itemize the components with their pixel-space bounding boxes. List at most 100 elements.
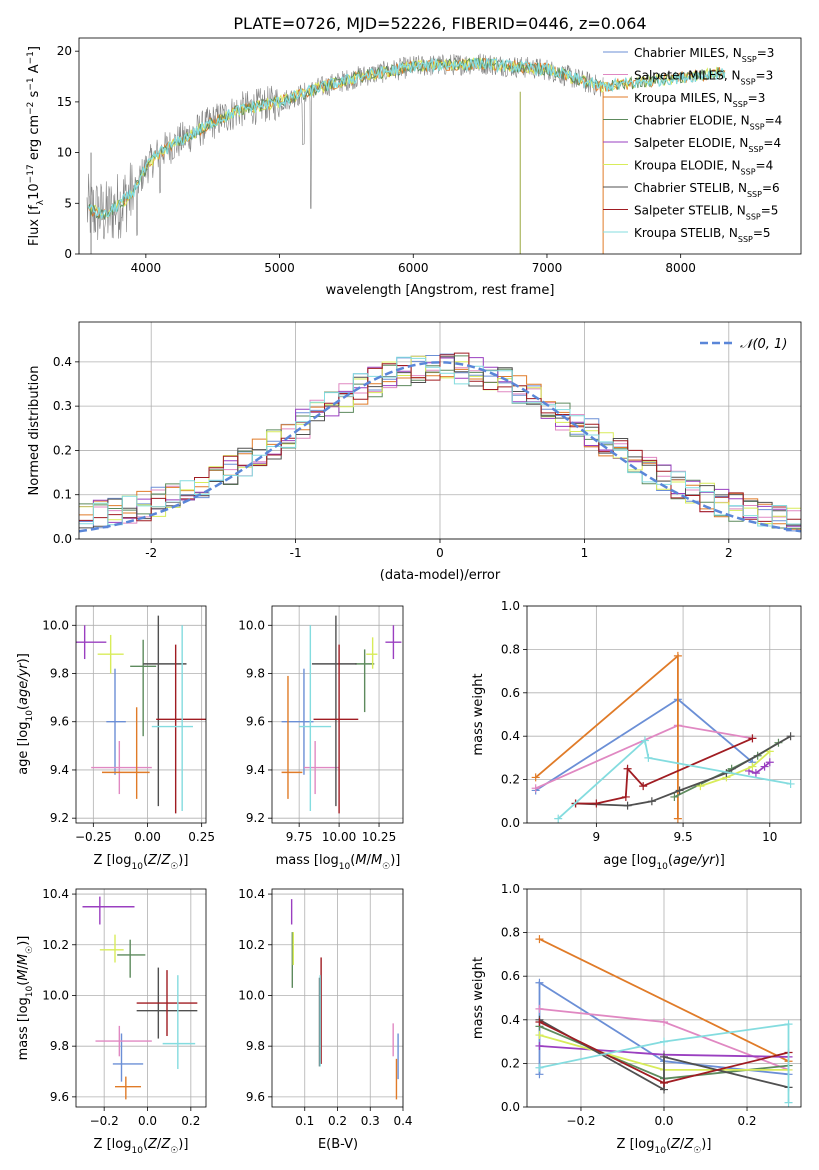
weight-marker	[623, 764, 632, 773]
weight-marker	[751, 769, 760, 778]
label-part: (	[16, 705, 31, 710]
label-part: )]	[390, 853, 400, 868]
x-tick-label: −0.2	[90, 1114, 119, 1128]
x-axis-label: (data-model)/error	[380, 568, 501, 583]
spectrum-axes: 4000 5000 6000 7000 8000 0 5 10 15 20 wavelength […	[26, 37, 802, 298]
label-part: /	[157, 1137, 162, 1152]
label-part: 10	[131, 1146, 143, 1156]
weight-marker	[765, 758, 774, 767]
x-tick-label: 0.2	[328, 1114, 347, 1128]
axis-label-mass: mass [log10(M/M☉)]	[276, 853, 401, 872]
axis-label-age: age [log10(age/yr)]	[603, 853, 725, 872]
label-part: −17	[26, 164, 36, 183]
weight-marker	[784, 1020, 793, 1029]
weight-marker	[535, 1063, 544, 1072]
legend-label: Salpeter ELODIE, NSSP=4	[634, 136, 781, 154]
label-part: 10	[131, 862, 143, 872]
label-part: ☉	[170, 862, 178, 872]
weight-marker	[748, 734, 757, 743]
legend-label-sub: SSP	[747, 190, 762, 199]
legend-label: Chabrier ELODIE, NSSP=4	[634, 114, 782, 132]
label-part: /	[367, 853, 372, 868]
legend-label-main: Kroupa STELIB, N	[634, 226, 738, 240]
axis-label-age: age [log10(age/yr)]	[16, 653, 35, 775]
weight-marker	[554, 814, 563, 823]
label-part: (	[668, 853, 673, 868]
legend-label-sub: SSP	[733, 100, 748, 109]
y-tick-label: 5	[64, 196, 72, 210]
weight-marker	[660, 1079, 668, 1088]
x-axis-label: Z [log10(Z/Z☉)]	[617, 1137, 712, 1156]
x-tick-label: 0.0	[138, 1114, 157, 1128]
legend-label-n: =3	[756, 69, 774, 83]
weight-marker	[784, 1098, 793, 1107]
label-part: 10	[339, 862, 351, 872]
y-tick-label: 10.0	[42, 988, 69, 1002]
label-part: mass [log	[276, 853, 339, 868]
y-tick-label: 10.2	[42, 938, 69, 952]
y-tick-label: 10.4	[42, 887, 69, 901]
gaussian-curve	[79, 361, 801, 533]
x-tick-label: −0.2	[566, 1114, 595, 1128]
weight-marker	[623, 801, 632, 810]
x-axis-label: Z [log10(Z/Z☉)]	[94, 853, 189, 872]
y-tick-label: 9.8	[50, 667, 69, 681]
legend-label-main: Chabrier ELODIE, N	[634, 114, 750, 128]
label-part: 10	[25, 985, 35, 997]
y-tick-label: 0.8	[501, 642, 520, 656]
label-part: (	[666, 1137, 671, 1152]
plot-area	[76, 615, 206, 814]
weight-marker	[644, 753, 653, 762]
x-tick-label: 0.0	[654, 1114, 673, 1128]
x-tick-label: 10.25	[362, 830, 396, 844]
label-part: /	[157, 853, 162, 868]
legend-label-sub: SSP	[741, 77, 756, 86]
axes-frame	[78, 37, 802, 255]
x-axis-label: E(B-V)	[318, 1137, 358, 1152]
plot-area	[281, 615, 402, 814]
x-tick-label: −0.25	[75, 830, 112, 844]
x-tick-label: 0.2	[181, 1114, 200, 1128]
label-part: Z	[147, 1137, 158, 1152]
label-part: (	[143, 1137, 148, 1152]
x-tick-label: -1	[290, 546, 302, 560]
y-tick-label: 10.4	[238, 887, 265, 901]
legend-label-n: =3	[757, 46, 775, 60]
legend-label: Kroupa STELIB, NSSP=5	[634, 226, 771, 244]
label-part: M	[371, 853, 382, 868]
weight-marker	[670, 792, 679, 801]
y-tick-label: 9.8	[246, 1039, 265, 1053]
label-part: (	[16, 981, 31, 986]
legend-label-n: =6	[762, 181, 780, 195]
label-part: (	[143, 853, 148, 868]
y-tick-label: 0.4	[501, 1013, 520, 1027]
label-part: M	[355, 853, 366, 868]
plot-area	[535, 935, 793, 1107]
age_vs_Z-axes: −0.25 0.00 0.259.29.49.69.810.0Z [log10(Z/…	[16, 605, 215, 872]
x-tick-label: -2	[145, 546, 157, 560]
label-part: )]	[701, 1137, 711, 1152]
y-tick-label: 10	[57, 146, 72, 160]
label-part: −1	[26, 77, 36, 90]
x-tick-label: 5000	[264, 261, 295, 275]
weight-marker	[535, 1004, 544, 1013]
y-tick-label: 9.8	[50, 1039, 69, 1053]
weight-marker	[531, 784, 540, 793]
legend-label-sub: SSP	[741, 167, 756, 176]
weight-line	[539, 938, 789, 1063]
y-tick-label: 0.6	[501, 686, 520, 700]
x-tick-label: 9	[593, 830, 601, 844]
mass_vs_EBV-axes: 0.1 0.2 0.3 0.4 9.6 9.8 10.0 10.2 10.4 E(B-V)	[238, 887, 412, 1152]
x-tick-label: 10	[762, 830, 777, 844]
weight-marker	[760, 762, 769, 771]
y-tick-label: 9.6	[50, 1090, 69, 1104]
label-part: ]	[27, 46, 42, 51]
y-tick-label: 0.8	[501, 926, 520, 940]
y-tick-label: 0.3	[53, 399, 72, 413]
y-tick-label: 0.0	[53, 532, 72, 546]
label-part: (	[350, 853, 355, 868]
model-spectrum-line	[87, 57, 726, 221]
x-tick-label: 9.75	[286, 830, 313, 844]
y-tick-label: 20	[57, 44, 72, 58]
x-tick-label: 4000	[131, 261, 162, 275]
